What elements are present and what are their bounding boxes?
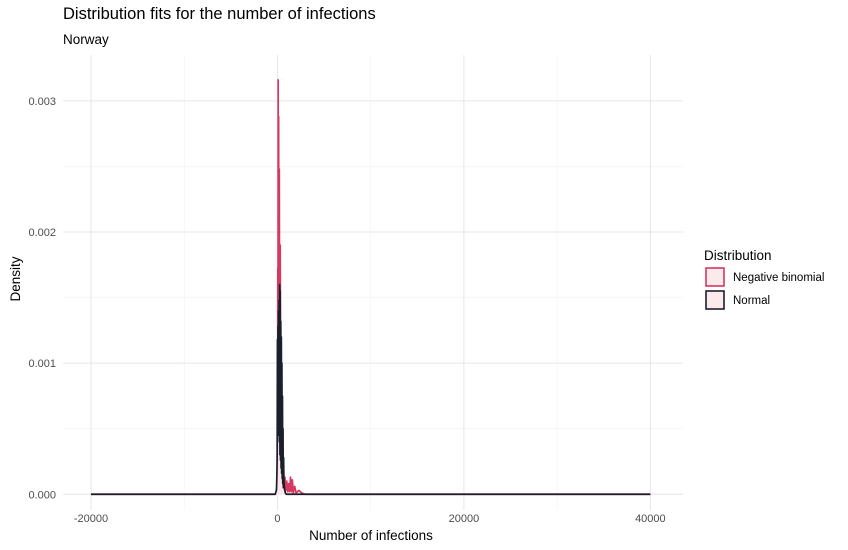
series-layer	[90, 79, 651, 496]
legend-label-normal: Normal	[733, 295, 770, 307]
x-tick-label: 40000	[635, 513, 666, 525]
legend: Distribution Negative binomial Normal	[704, 248, 824, 310]
y-axis-title: Density	[8, 256, 23, 301]
legend-label-negative-binomial: Negative binomial	[733, 272, 824, 284]
chart-title: Distribution fits for the number of infe…	[63, 5, 376, 23]
y-tick-label: 0.002	[28, 227, 56, 239]
y-tick-label: 0.001	[28, 358, 56, 370]
gridlines	[63, 55, 683, 510]
density-line-normal	[90, 283, 651, 496]
y-tick-label: 0.003	[28, 96, 56, 108]
y-tick-label: 0.000	[28, 489, 56, 501]
chart-subtitle: Norway	[63, 32, 109, 47]
tick-labels: 0.000 0.001 0.002 0.003 -20000 0 20000 40000	[28, 96, 665, 525]
x-tick-label: 20000	[449, 513, 480, 525]
legend-title: Distribution	[704, 248, 772, 263]
legend-key-negative-binomial	[705, 267, 725, 287]
x-tick-label: -20000	[74, 513, 108, 525]
legend-key-normal	[705, 290, 725, 310]
x-axis-title: Number of infections	[309, 528, 433, 543]
x-tick-label: 0	[274, 513, 280, 525]
